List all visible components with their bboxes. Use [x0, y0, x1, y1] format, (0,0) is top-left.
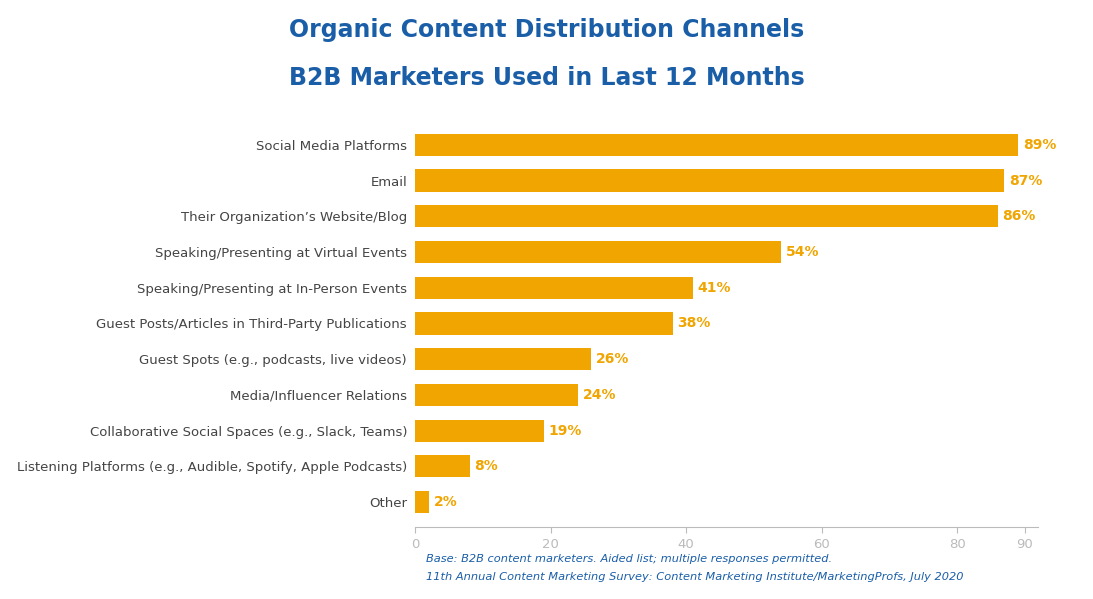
Bar: [415, 134, 1018, 156]
Bar: [415, 455, 470, 477]
Text: 87%: 87%: [1009, 174, 1043, 187]
Text: 41%: 41%: [697, 281, 731, 295]
Text: 89%: 89%: [1023, 138, 1056, 152]
Bar: [415, 313, 672, 334]
Text: 54%: 54%: [786, 245, 820, 259]
Text: 26%: 26%: [596, 352, 630, 366]
Bar: [415, 348, 591, 370]
Text: 24%: 24%: [583, 388, 616, 402]
Text: 8%: 8%: [474, 459, 498, 473]
Text: 11th Annual Content Marketing Survey: Content Marketing Institute/MarketingProfs: 11th Annual Content Marketing Survey: Co…: [426, 572, 964, 582]
Text: 86%: 86%: [1002, 209, 1036, 223]
Text: Organic Content Distribution Channels: Organic Content Distribution Channels: [289, 18, 804, 42]
Text: 2%: 2%: [434, 495, 457, 509]
Bar: [415, 419, 544, 441]
Text: Base: B2B content marketers. Aided list; multiple responses permitted.: Base: B2B content marketers. Aided list;…: [426, 554, 833, 564]
Bar: [415, 205, 998, 228]
Bar: [415, 384, 578, 406]
Text: 38%: 38%: [678, 316, 710, 331]
Text: B2B Marketers Used in Last 12 Months: B2B Marketers Used in Last 12 Months: [289, 66, 804, 90]
Bar: [415, 170, 1004, 192]
Bar: [415, 277, 693, 299]
Bar: [415, 241, 781, 263]
Bar: [415, 491, 428, 513]
Text: 19%: 19%: [549, 423, 583, 438]
